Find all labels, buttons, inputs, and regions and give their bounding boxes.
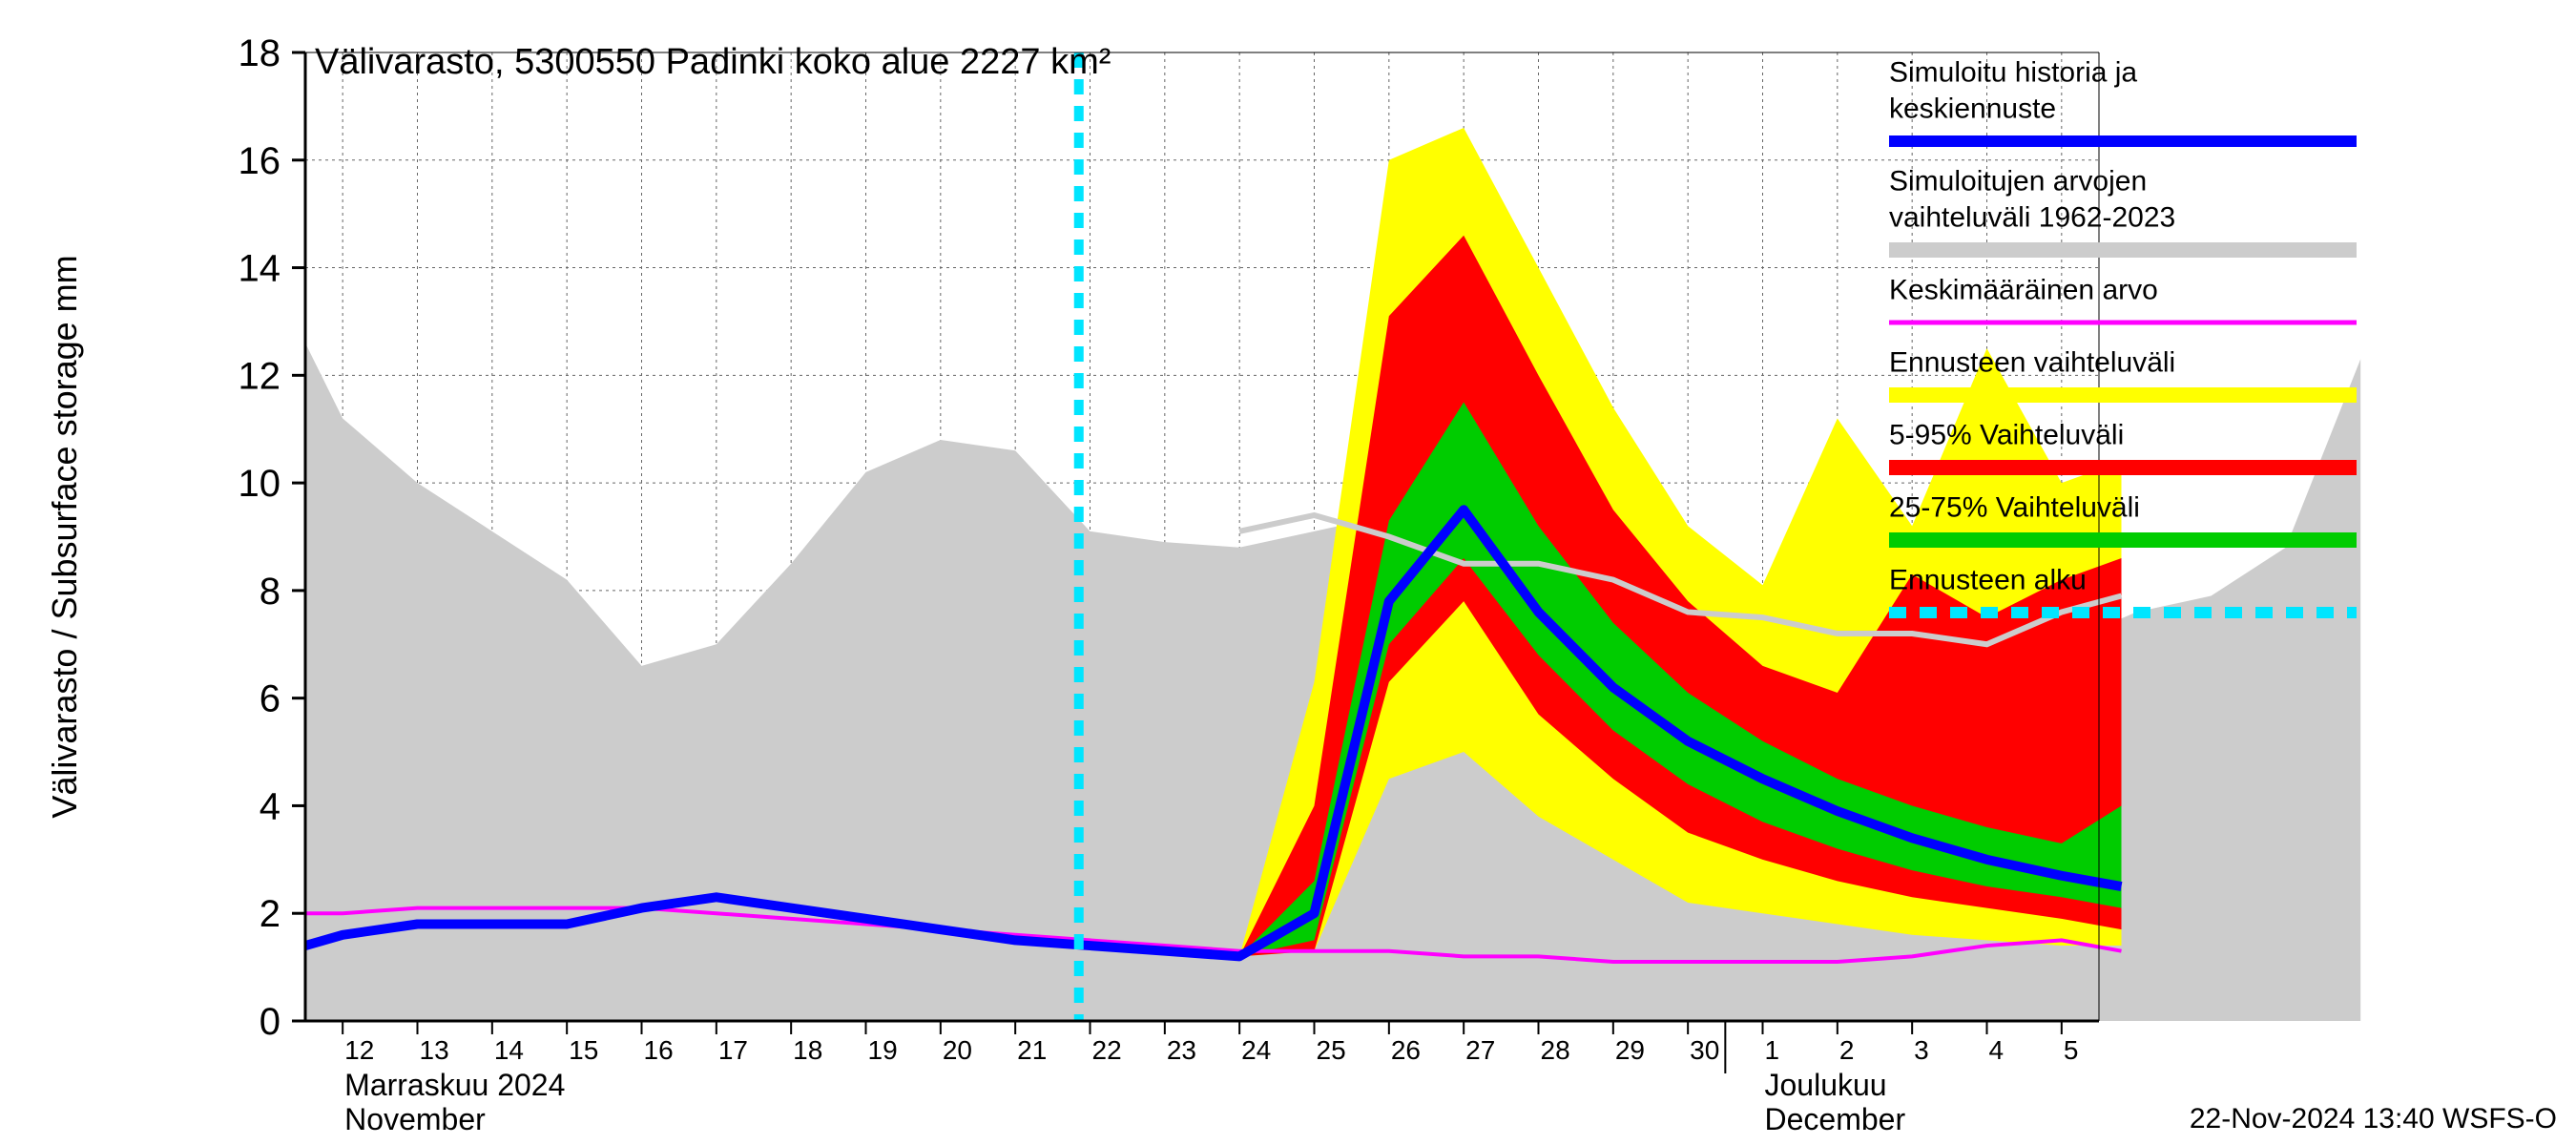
y-tick-label: 16 bbox=[239, 140, 281, 182]
y-tick-label: 14 bbox=[239, 248, 281, 290]
x-tick-label: 12 bbox=[344, 1035, 374, 1065]
legend-swatch bbox=[1889, 387, 2357, 403]
legend-label: Simuloitujen arvojen bbox=[1889, 166, 2147, 198]
x-tick-label: 25 bbox=[1317, 1035, 1346, 1065]
x-tick-label: 24 bbox=[1241, 1035, 1271, 1065]
legend-label: Ennusteen vaihteluväli bbox=[1889, 347, 2175, 379]
y-tick-label: 0 bbox=[260, 1001, 280, 1043]
x-tick-label: 28 bbox=[1541, 1035, 1570, 1065]
x-tick-label: 13 bbox=[420, 1035, 449, 1065]
x-month-label: December bbox=[1765, 1102, 1906, 1136]
x-tick-label: 17 bbox=[718, 1035, 748, 1065]
x-tick-label: 4 bbox=[1989, 1035, 2005, 1065]
legend-swatch bbox=[1889, 242, 2357, 258]
y-tick-label: 12 bbox=[239, 355, 281, 397]
legend-label: Simuloitu historia ja bbox=[1889, 57, 2137, 89]
x-month-label: Marraskuu 2024 bbox=[344, 1068, 565, 1102]
x-tick-label: 22 bbox=[1092, 1035, 1122, 1065]
legend-swatch bbox=[1889, 460, 2357, 475]
legend-swatch bbox=[1889, 532, 2357, 548]
x-tick-label: 16 bbox=[644, 1035, 674, 1065]
x-tick-label: 3 bbox=[1914, 1035, 1929, 1065]
legend-label: 25-75% Vaihteluväli bbox=[1889, 492, 2140, 524]
x-tick-label: 27 bbox=[1465, 1035, 1495, 1065]
x-tick-label: 30 bbox=[1690, 1035, 1719, 1065]
x-month-label: November bbox=[344, 1102, 486, 1136]
y-tick-label: 6 bbox=[260, 678, 280, 720]
legend-label: 5-95% Vaihteluväli bbox=[1889, 420, 2124, 451]
legend-label: Keskimääräinen arvo bbox=[1889, 275, 2158, 306]
y-tick-label: 10 bbox=[239, 463, 281, 505]
x-tick-label: 18 bbox=[793, 1035, 822, 1065]
legend-label: vaihteluväli 1962-2023 bbox=[1889, 202, 2175, 234]
x-tick-label: 20 bbox=[943, 1035, 972, 1065]
x-tick-label: 14 bbox=[494, 1035, 524, 1065]
y-tick-label: 8 bbox=[260, 571, 280, 613]
legend-label: keskiennuste bbox=[1889, 94, 2056, 125]
legend-label: Ennusteen alku bbox=[1889, 565, 2087, 596]
x-tick-label: 2 bbox=[1839, 1035, 1855, 1065]
x-tick-label: 23 bbox=[1167, 1035, 1196, 1065]
forecast-chart: 0246810121416181213141516171819202122232… bbox=[0, 0, 2576, 1145]
y-tick-label: 2 bbox=[260, 893, 280, 935]
x-tick-label: 29 bbox=[1615, 1035, 1645, 1065]
x-tick-label: 15 bbox=[569, 1035, 598, 1065]
x-tick-label: 19 bbox=[868, 1035, 898, 1065]
chart-title: Välivarasto, 5300550 Padinki koko alue 2… bbox=[315, 42, 1111, 82]
x-tick-label: 21 bbox=[1017, 1035, 1047, 1065]
x-tick-label: 5 bbox=[2064, 1035, 2079, 1065]
y-axis-label: Välivarasto / Subsurface storage mm bbox=[45, 255, 84, 818]
y-tick-label: 18 bbox=[239, 32, 281, 74]
footer-timestamp: 22-Nov-2024 13:40 WSFS-O bbox=[2190, 1103, 2557, 1135]
x-tick-label: 1 bbox=[1765, 1035, 1780, 1065]
x-tick-label: 26 bbox=[1391, 1035, 1421, 1065]
chart-container: 0246810121416181213141516171819202122232… bbox=[0, 0, 2576, 1145]
y-tick-label: 4 bbox=[260, 785, 280, 827]
x-month-label: Joulukuu bbox=[1765, 1068, 1887, 1102]
